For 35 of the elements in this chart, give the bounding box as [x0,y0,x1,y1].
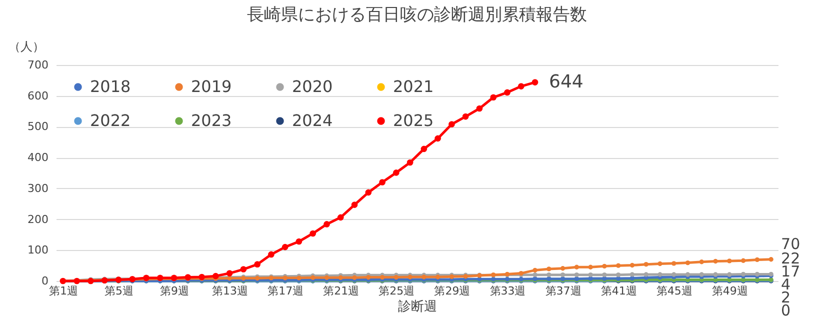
y-tick-label: 300 [28,182,48,195]
x-tick-label: 第1週 [48,284,78,298]
x-tick-label: 第25週 [378,284,415,298]
x-tick-label: 第45週 [656,284,692,298]
y-tick-label: 700 [28,58,48,72]
y-tick-label: 0 [42,274,48,288]
y-tick-label: 600 [28,89,48,102]
y-tick-label: 100 [28,244,48,257]
data-label: 70 [781,234,800,253]
x-axis-title: 診断週 [398,300,437,314]
legend-label: 2021 [393,77,434,96]
data-label: 0 [781,302,791,320]
y-tick-label: 200 [28,212,48,226]
legend-label: 2022 [90,111,131,130]
y-tick-label: 500 [28,120,48,134]
x-tick-label: 第33週 [490,284,526,298]
legend-label: 2024 [292,111,333,130]
y-axis-title: （人） [8,40,44,54]
legend-label: 2023 [191,111,232,130]
x-tick-label: 第5週 [104,284,134,298]
x-tick-label: 第49週 [712,284,748,298]
x-tick-label: 第37週 [545,284,582,298]
legend-label: 2025 [393,111,434,130]
legend-label: 2019 [191,77,232,96]
legend-label: 2020 [292,77,333,96]
y-tick-label: 400 [28,151,48,164]
chart-title: 長崎県における百日咳の診断週別累積報告数 [247,5,587,25]
x-tick-label: 第17週 [268,284,304,298]
legend-label: 2018 [90,77,131,96]
x-tick-label: 第21週 [323,284,360,298]
x-tick-label: 第41週 [600,284,637,298]
data-label: 644 [549,71,584,92]
x-tick-label: 第9週 [160,284,190,298]
x-tick-label: 第29週 [434,284,470,298]
x-tick-label: 第13週 [212,284,248,298]
